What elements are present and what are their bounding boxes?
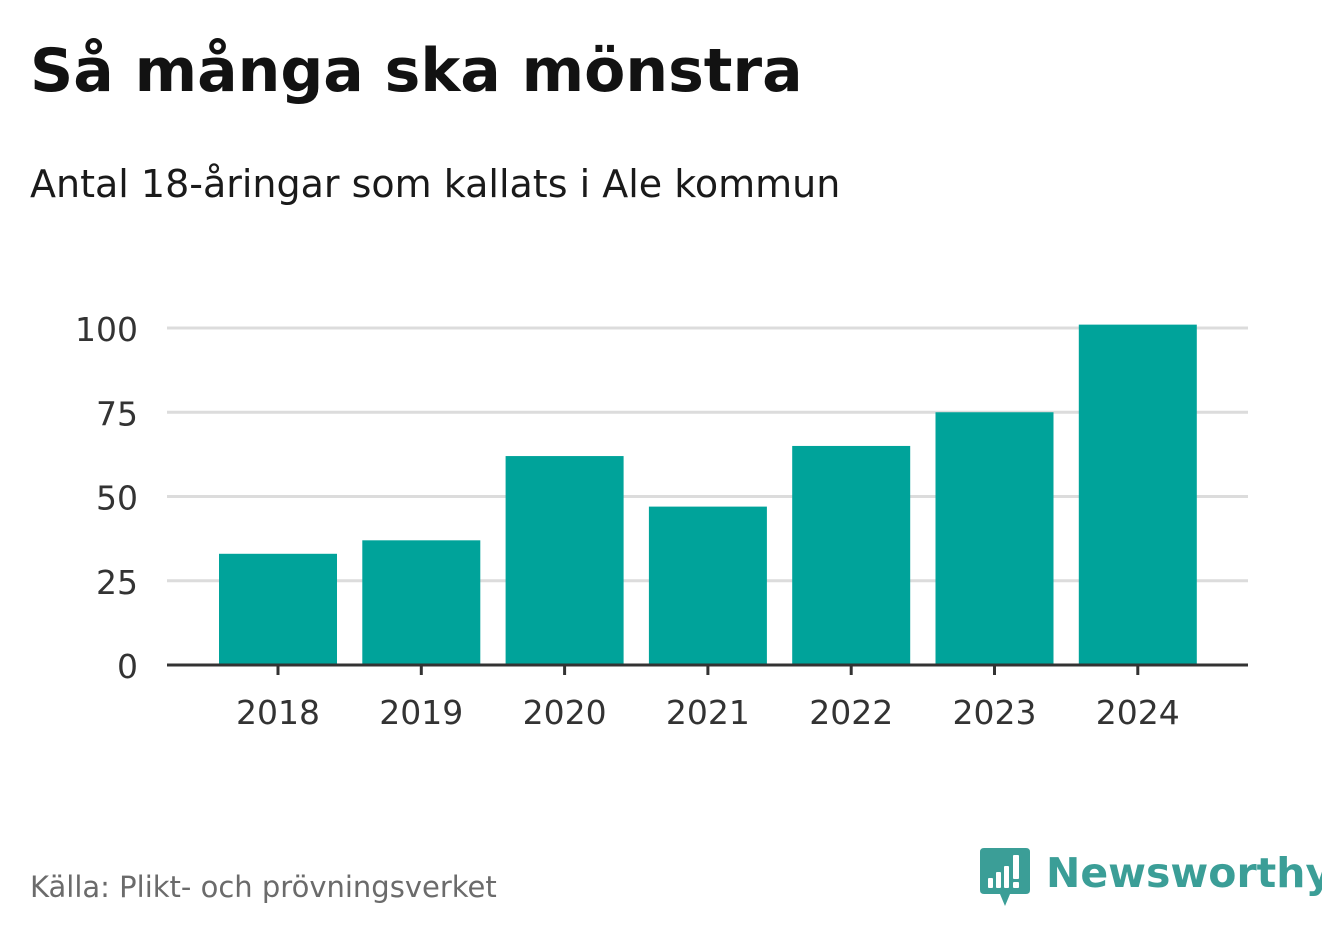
y-tick-label: 100	[75, 310, 138, 349]
x-tick-label: 2024	[1096, 693, 1180, 732]
bar-2021	[648, 506, 767, 665]
bar-2023	[935, 412, 1054, 665]
x-tick-label: 2019	[379, 693, 463, 732]
chart-title: Så många ska mönstra	[30, 36, 803, 106]
y-tick-label: 0	[117, 647, 138, 686]
chart-subtitle: Antal 18-åringar som kallats i Ale kommu…	[30, 162, 841, 206]
x-tick-label: 2018	[236, 693, 320, 732]
y-tick-label: 25	[96, 563, 138, 602]
bar-2019	[362, 540, 481, 665]
x-tick-label: 2021	[666, 693, 750, 732]
bar-chart: 0 25 50 75 100 2018 2019 2020 2021 2022 2023 2024	[75, 310, 1248, 732]
bar-2022	[792, 445, 911, 665]
y-tick-label: 50	[96, 479, 138, 518]
source-note: Källa: Plikt- och prövningsverket	[30, 870, 497, 904]
bar-2024	[1078, 324, 1197, 665]
y-tick-label: 75	[96, 394, 138, 433]
x-tick-label: 2020	[523, 693, 607, 732]
newsworthy-brand: Newsworthy	[980, 848, 1322, 910]
x-tick-label: 2022	[809, 693, 893, 732]
newsworthy-logo-icon	[980, 848, 1030, 906]
brand-name: Newsworthy	[1046, 849, 1322, 897]
bar-2020	[505, 456, 624, 665]
bar-2018	[219, 553, 337, 665]
x-tick-label: 2023	[953, 693, 1037, 732]
